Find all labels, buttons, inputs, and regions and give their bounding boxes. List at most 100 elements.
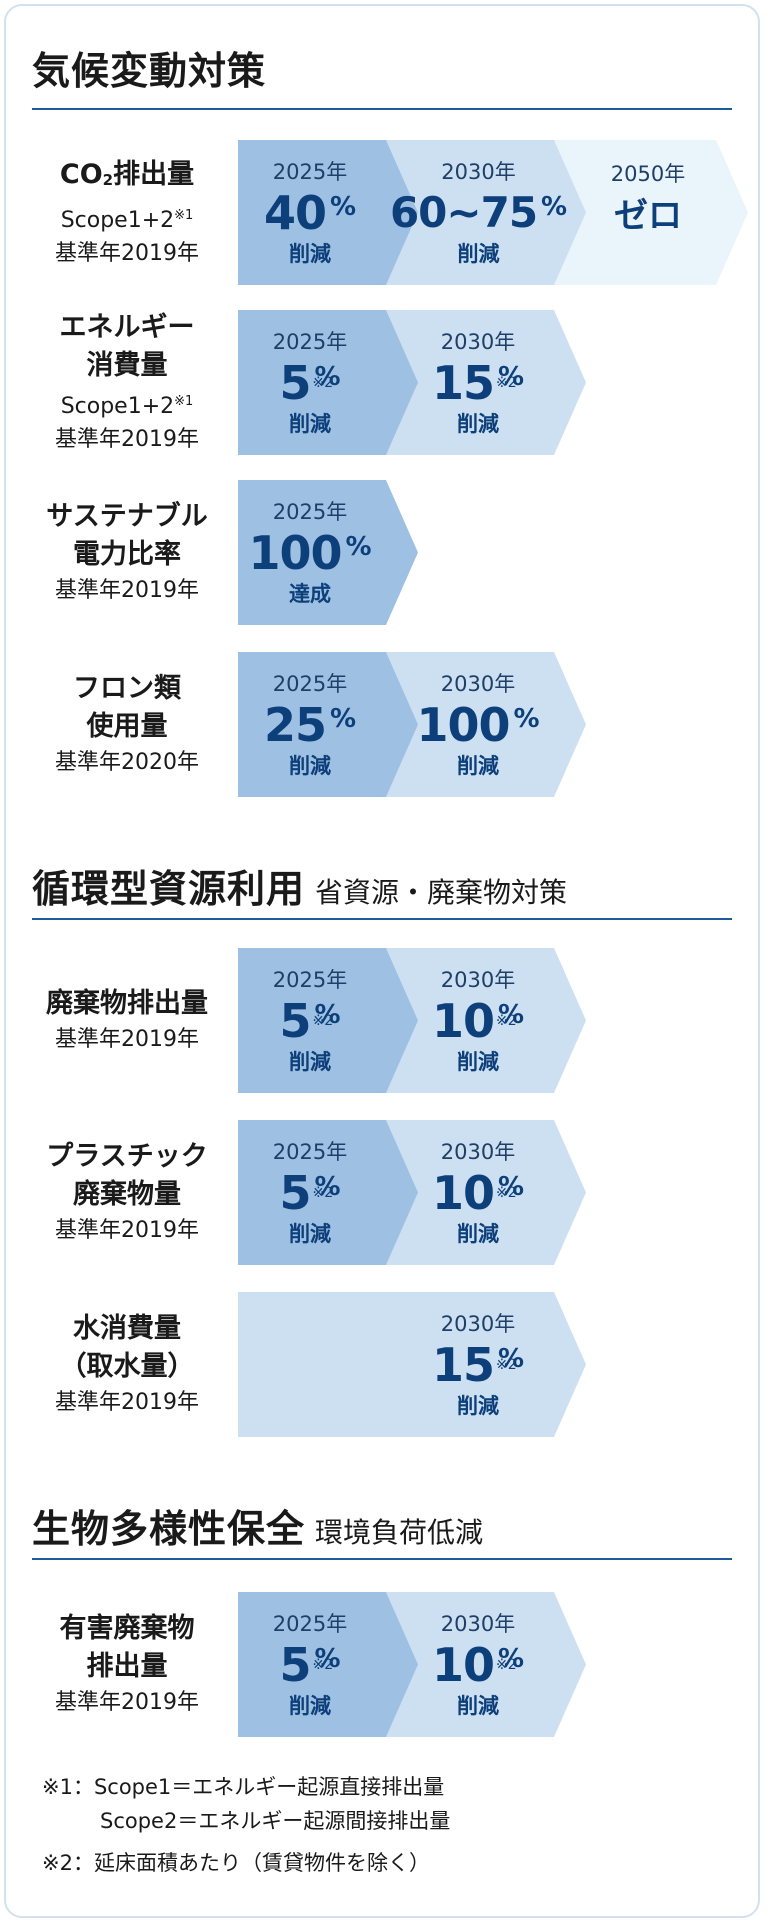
target-action: 削減 (289, 753, 331, 778)
band-segment-2025 (238, 480, 418, 625)
target-value: 5 (279, 1637, 311, 1692)
target-row-water: 水消費量 （取水量） 基準年2019年 2030年 15 ※2% 削減 (0, 1292, 768, 1437)
row-title-2: 廃棄物量 (73, 1179, 181, 1210)
scope-label: Scope1+2※1 (60, 207, 194, 233)
band-segment-2025 (238, 140, 418, 285)
target-2030: 2030年 15 ※2% 削減 (408, 1292, 548, 1437)
target-action: 達成 (289, 581, 331, 606)
footnotes: ※1：Scope1＝エネルギー起源直接排出量 Scope2＝エネルギー起源間接排… (42, 1770, 450, 1880)
target-action: 削減 (457, 753, 499, 778)
target-row-waste: 廃棄物排出量 基準年2019年 2025年 5 ※2% 削減 2030年 10 ※2… (0, 948, 768, 1093)
target-year: 2025年 (272, 499, 348, 524)
footnote-ref: ※2 (312, 1184, 334, 1201)
band-segment-2025 (238, 1120, 418, 1265)
footnote-1: ※1：Scope1＝エネルギー起源直接排出量 (42, 1775, 445, 1799)
target-year: 2030年 (440, 1311, 516, 1336)
base-year: 基準年2019年 (55, 1218, 199, 1243)
row-title-2: 電力比率 (73, 539, 181, 570)
target-year: 2030年 (440, 329, 516, 354)
row-label: 廃棄物排出量 基準年2019年 (22, 948, 232, 1093)
row-title: エネルギー (59, 312, 195, 343)
row-label: フロン類 使用量 基準年2020年 (22, 652, 232, 797)
base-year: 基準年2019年 (55, 1027, 199, 1052)
target-value: 5 (279, 1165, 311, 1220)
row-title: CO2排出量 (59, 158, 195, 190)
target-2025: 2025年 40% 削減 (240, 140, 380, 285)
footnote-ref: ※2 (312, 1656, 334, 1673)
target-action: 削減 (289, 241, 331, 266)
target-year: 2030年 (441, 159, 516, 184)
target-year: 2030年 (440, 967, 516, 992)
band-segment-2030 (386, 948, 586, 1093)
row-label: プラスチック 廃棄物量 基準年2019年 (22, 1120, 232, 1265)
target-unit: % (513, 703, 540, 734)
row-title: 有害廃棄物 (59, 1613, 195, 1644)
section-subtitle: 省資源・廃棄物対策 (315, 876, 568, 909)
row-label: サステナブル 電力比率 基準年2019年 (22, 480, 232, 625)
target-year: 2030年 (440, 1611, 516, 1636)
target-action: 削減 (457, 1693, 499, 1718)
footnote-ref: ※2 (496, 374, 517, 391)
target-2050: 2050年 ゼロ (578, 140, 718, 285)
row-title-2: （取水量） (59, 1351, 195, 1382)
target-unit: % (330, 191, 357, 222)
band-segment-2025 (238, 1592, 418, 1737)
target-action: 削減 (289, 1049, 331, 1074)
row-title-2: 消費量 (86, 350, 168, 381)
target-action: 削減 (289, 411, 331, 436)
target-2025: 2025年 25% 削減 (240, 652, 380, 797)
footnote-1-cont: Scope2＝エネルギー起源間接排出量 (100, 1809, 451, 1833)
target-unit: % (498, 361, 525, 392)
target-value: ゼロ (614, 196, 682, 236)
target-action: 削減 (289, 1221, 331, 1246)
target-row-sustainable-power: サステナブル 電力比率 基準年2019年 2025年 100% 達成 (0, 480, 768, 625)
target-2025: 2025年 5 ※2% 削減 (240, 948, 380, 1093)
target-year: 2025年 (272, 1611, 348, 1636)
target-year: 2025年 (272, 671, 348, 696)
row-label: エネルギー 消費量 Scope1+2※1 基準年2019年 (22, 310, 232, 455)
target-unit: % (314, 361, 341, 392)
base-year: 基準年2020年 (55, 750, 199, 775)
target-year: 2025年 (272, 967, 348, 992)
target-unit: % (314, 1643, 341, 1674)
target-action: 削減 (457, 411, 499, 436)
band-segment-2025 (238, 310, 418, 455)
row-title: フロン類 (73, 673, 181, 704)
target-year: 2050年 (610, 162, 686, 186)
target-2030: 2030年 100% 削減 (408, 652, 548, 797)
target-2025: 2025年 5 ※2% 削減 (240, 1120, 380, 1265)
band-segment-2030 (386, 652, 586, 797)
target-row-co2: CO2排出量 Scope1+2※1 基準年2019年 2025年 40% 削減 … (0, 140, 768, 285)
target-2025: 2025年 100% 達成 (240, 480, 380, 625)
section-biodiversity-header: 生物多様性保全 環境負荷低減 (32, 1498, 732, 1553)
section-title: 生物多様性保全 (32, 1507, 306, 1551)
target-2030: 2030年 10 ※2% 削減 (408, 1592, 548, 1737)
target-unit: % (541, 191, 568, 222)
target-unit: % (498, 999, 525, 1030)
base-year: 基準年2019年 (55, 1690, 199, 1715)
row-title-2: 使用量 (86, 711, 168, 742)
target-action: 削減 (457, 1393, 499, 1418)
row-label: 水消費量 （取水量） 基準年2019年 (22, 1292, 232, 1437)
row-label: CO2排出量 Scope1+2※1 基準年2019年 (22, 140, 232, 285)
scope-label: Scope1+2※1 (60, 394, 194, 419)
target-row-hazardous-waste: 有害廃棄物 排出量 基準年2019年 2025年 5 ※2% 削減 2030年 1… (0, 1592, 768, 1737)
target-value: 15 (431, 1337, 495, 1392)
target-value: 10 (431, 993, 495, 1048)
footnote-ref: ※2 (496, 1356, 517, 1373)
band-segment-2030 (238, 1292, 586, 1437)
target-2030: 2030年 15 ※2% 削減 (408, 310, 548, 455)
row-title: プラスチック (46, 1141, 208, 1172)
row-title: 水消費量 (73, 1313, 181, 1344)
target-year: 2025年 (272, 329, 348, 354)
row-title: サステナブル (46, 501, 208, 532)
band-segment-2030 (386, 1592, 586, 1737)
target-value: 10 (431, 1165, 495, 1220)
target-2030: 2030年 10 ※2% 削減 (408, 948, 548, 1093)
section-title: 循環型資源利用 (32, 867, 306, 911)
footnote-ref: ※2 (496, 1012, 517, 1029)
target-action: 削減 (457, 1049, 499, 1074)
target-value: 100 (416, 697, 510, 752)
target-year: 2025年 (272, 1139, 348, 1164)
section-title: 気候変動対策 (32, 49, 267, 93)
